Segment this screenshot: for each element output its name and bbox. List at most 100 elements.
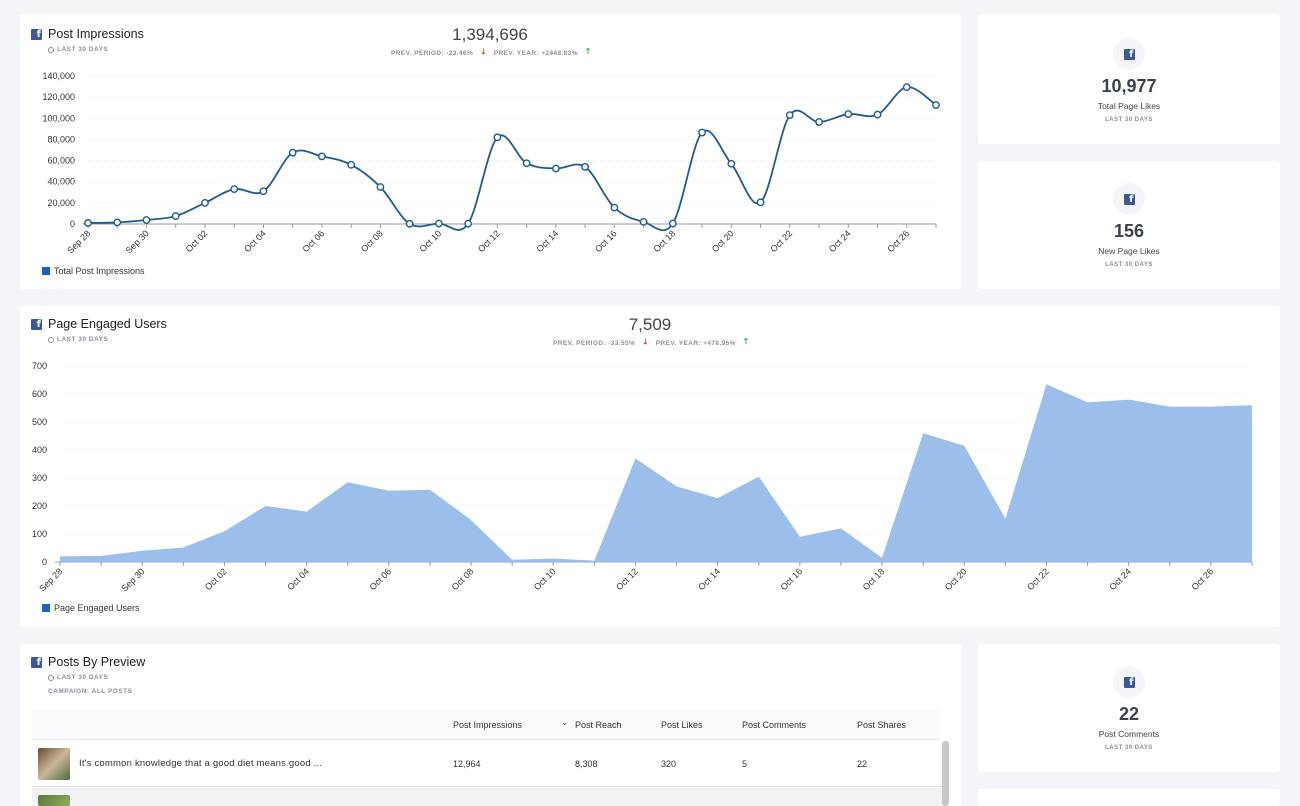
data-point[interactable] xyxy=(113,218,122,227)
y-tick-label: 400 xyxy=(32,445,47,455)
facebook-icon: f xyxy=(31,28,42,40)
y-tick-label: 500 xyxy=(32,417,47,427)
data-point[interactable] xyxy=(347,160,356,169)
post-thumbnail xyxy=(38,795,70,806)
x-tick-label: Oct 02 xyxy=(203,566,229,592)
facebook-icon: f xyxy=(1123,48,1135,60)
col-post-impressions[interactable]: Post Impressions xyxy=(453,720,523,730)
legend-swatch xyxy=(42,604,50,612)
col-post-likes[interactable]: Post Likes xyxy=(661,720,703,730)
x-tick-label: Oct 14 xyxy=(696,566,722,592)
data-point[interactable] xyxy=(434,219,443,228)
post-thumbnail xyxy=(38,748,70,780)
impressions-chart: 0 20,000 40,000 60,000 80,000 100,000 120,000 1… xyxy=(42,71,940,256)
y-tick-label: 300 xyxy=(32,473,47,483)
y-tick-label: 200 xyxy=(32,501,47,511)
data-point[interactable] xyxy=(171,212,180,220)
data-point[interactable] xyxy=(668,219,677,228)
post-reach-value: 8,308 xyxy=(575,759,598,769)
table-row[interactable]: It's common knowledge that a good diet m… xyxy=(32,741,944,787)
data-point[interactable] xyxy=(493,133,502,142)
x-tick-label: Oct 16 xyxy=(593,228,619,254)
x-tick-label: Sep 30 xyxy=(124,228,151,255)
next-stat-card xyxy=(978,789,1280,806)
engaged-users-chart: 0 100 200 300 400 500 600 700 Sep 28 Sep 30 Oct 02… xyxy=(32,361,1253,594)
data-point[interactable] xyxy=(873,110,882,119)
icon-circle: f xyxy=(1113,666,1145,698)
data-point[interactable] xyxy=(84,219,92,227)
y-tick-label: 100,000 xyxy=(42,113,75,123)
data-point[interactable] xyxy=(405,219,414,228)
x-tick-label: Oct 20 xyxy=(710,228,736,254)
data-point[interactable] xyxy=(142,216,151,224)
data-point[interactable] xyxy=(230,185,239,194)
period-label: LAST 30 DAYS xyxy=(48,674,108,681)
data-point[interactable] xyxy=(815,118,823,126)
data-point[interactable] xyxy=(318,152,326,161)
x-tick-label: Oct 22 xyxy=(768,228,794,254)
x-tick-label: Oct 04 xyxy=(285,566,311,592)
post-impressions-title: f Post Impressions xyxy=(31,27,144,41)
post-shares-value: 22 xyxy=(857,759,868,769)
y-tick-label: 100 xyxy=(32,529,47,539)
col-post-shares[interactable]: Post Shares xyxy=(857,720,907,730)
series-line xyxy=(87,86,937,232)
data-point[interactable] xyxy=(259,187,268,196)
x-tick-label: Oct 08 xyxy=(359,228,385,254)
data-point[interactable] xyxy=(201,198,209,207)
x-tick-label: Sep 28 xyxy=(65,228,92,255)
data-point[interactable] xyxy=(464,219,473,228)
x-tick-label: Sep 28 xyxy=(37,566,64,593)
data-point[interactable] xyxy=(902,83,911,92)
y-tick-label: 600 xyxy=(32,389,47,399)
icon-circle: f xyxy=(1113,183,1145,215)
x-tick-label: Oct 16 xyxy=(778,566,804,592)
stat-period: LAST 30 DAYS xyxy=(1105,117,1153,123)
stat-value: 22 xyxy=(1118,704,1140,724)
data-point[interactable] xyxy=(610,203,619,212)
data-point[interactable] xyxy=(639,217,648,226)
period-label: LAST 30 DAYS xyxy=(48,336,108,343)
x-tick-label: Oct 12 xyxy=(614,566,640,592)
y-tick-label: 40,000 xyxy=(47,177,75,187)
x-tick-label: Oct 26 xyxy=(1189,566,1215,592)
arrow-up-icon: 🡑 xyxy=(585,47,591,56)
x-tick-label: Oct 18 xyxy=(651,228,677,254)
legend-swatch xyxy=(42,267,50,275)
facebook-icon: f xyxy=(1123,676,1135,688)
facebook-icon: f xyxy=(31,318,42,330)
data-point[interactable] xyxy=(727,159,736,168)
y-tick-label: 20,000 xyxy=(47,198,75,208)
comparison-row: PREV. PERIOD: -23.46% 🡓 PREV. YEAR: +244… xyxy=(391,46,590,60)
x-tick-label: Oct 08 xyxy=(450,566,476,592)
data-point[interactable] xyxy=(376,183,385,191)
stat-label: New Page Likes xyxy=(1098,246,1160,256)
engaged-legend[interactable]: Page Engaged Users xyxy=(42,603,140,613)
data-point[interactable] xyxy=(551,164,560,173)
x-tick-label: Sep 30 xyxy=(119,566,146,593)
data-point[interactable] xyxy=(288,148,297,157)
data-point[interactable] xyxy=(581,163,590,171)
impressions-legend[interactable]: Total Post Impressions xyxy=(42,266,145,276)
globe-icon xyxy=(48,674,54,681)
table-row[interactable] xyxy=(32,788,944,806)
chevron-down-icon[interactable]: ⌄ xyxy=(561,717,569,727)
table-scrollbar[interactable] xyxy=(942,741,949,806)
y-tick-label: 80,000 xyxy=(47,134,75,144)
post-impressions-value: 12,964 xyxy=(453,759,481,769)
table-header: Post Impressions ⌄ Post Reach Post Likes… xyxy=(32,710,940,740)
col-post-reach[interactable]: Post Reach xyxy=(575,720,622,730)
x-tick-label: Oct 22 xyxy=(1025,566,1051,592)
globe-icon xyxy=(48,336,54,343)
post-comments-value: 5 xyxy=(742,759,748,769)
data-point[interactable] xyxy=(844,110,853,118)
new-page-likes-card: f 156 New Page Likes LAST 30 DAYS xyxy=(978,161,1280,289)
series-area xyxy=(60,384,1252,562)
data-point[interactable] xyxy=(785,111,794,120)
col-post-comments[interactable]: Post Comments xyxy=(742,720,807,730)
data-point[interactable] xyxy=(756,198,765,207)
data-point[interactable] xyxy=(698,128,706,137)
x-tick-label: Oct 06 xyxy=(301,228,327,254)
data-point[interactable] xyxy=(932,101,940,109)
data-point[interactable] xyxy=(522,159,531,168)
